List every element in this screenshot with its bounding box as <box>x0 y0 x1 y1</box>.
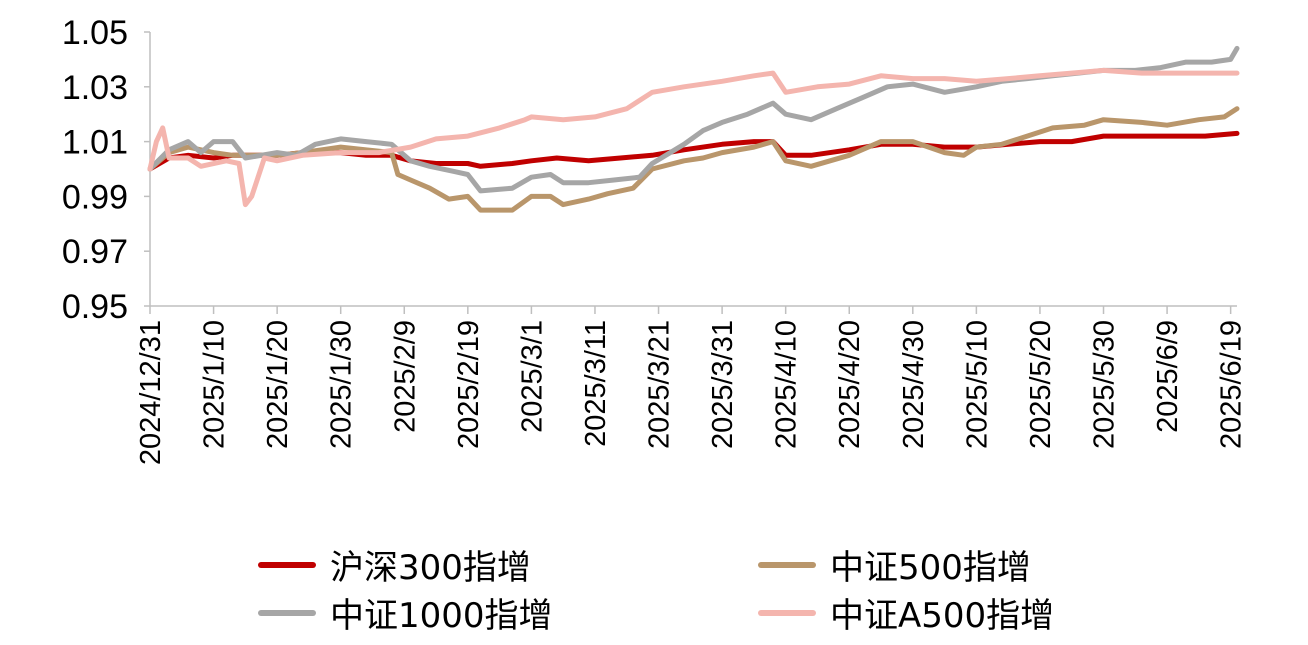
x-tick-label: 2025/5/20 <box>1025 320 1057 449</box>
x-tick-label: 2025/1/20 <box>262 320 294 449</box>
legend-swatch-hs300 <box>258 561 316 568</box>
x-tick-label: 2025/4/10 <box>771 320 803 449</box>
x-tick-label: 2025/3/11 <box>580 320 612 447</box>
legend-swatch-zz500 <box>758 561 816 568</box>
x-tick-label: 2025/3/31 <box>707 320 739 449</box>
x-tick-label: 2025/1/10 <box>199 320 231 449</box>
x-tick-label: 2025/5/30 <box>1089 320 1121 449</box>
x-tick-label: 2025/2/19 <box>453 320 485 449</box>
y-tick-label: 1.05 <box>62 14 128 52</box>
y-axis: 1.05 1.03 1.01 0.99 0.97 0.95 <box>62 14 151 326</box>
y-tick-label: 0.99 <box>62 178 128 216</box>
x-tick-label: 2025/6/9 <box>1152 320 1184 433</box>
x-tick-label: 2025/4/20 <box>834 320 866 449</box>
x-tick-label: 2024/12/31 <box>135 320 167 465</box>
legend-item-zz1000: 中证1000指增 <box>258 588 553 637</box>
legend: 沪深300指增 中证500指增 中证1000指增 中证A500指增 <box>0 530 1308 645</box>
series-line-3 <box>147 67 1240 208</box>
legend-swatch-zza500 <box>758 609 816 616</box>
plot-lines <box>147 45 1240 213</box>
x-tick-label: 2025/1/30 <box>326 320 358 449</box>
series-line-2 <box>147 45 1240 194</box>
series-line-1 <box>147 106 1240 213</box>
legend-item-zza500: 中证A500指增 <box>758 588 1054 637</box>
x-tick-label: 2025/3/21 <box>644 320 676 449</box>
x-tick-label: 2025/4/30 <box>898 320 930 449</box>
line-chart: 1.05 1.03 1.01 0.99 0.97 0.95 2024/12/31 2025/… <box>62 14 1248 465</box>
x-tick-label: 2025/3/1 <box>516 320 548 433</box>
legend-swatch-zz1000 <box>258 609 316 616</box>
y-tick-label: 1.03 <box>62 69 128 107</box>
y-tick-label: 1.01 <box>62 124 128 162</box>
legend-label-hs300: 沪深300指增 <box>330 548 531 588</box>
x-axis: 2024/12/31 2025/1/10 2025/1/20 2025/1/30 202… <box>135 305 1248 465</box>
y-tick-label: 0.97 <box>62 233 128 271</box>
x-tick-label: 2025/5/10 <box>961 320 993 449</box>
x-tick-label: 2025/2/9 <box>389 320 421 433</box>
legend-label-zz1000: 中证1000指增 <box>330 596 553 636</box>
legend-label-zz500: 中证500指增 <box>830 548 1031 588</box>
legend-item-zz500: 中证500指增 <box>758 540 1031 589</box>
legend-item-hs300: 沪深300指增 <box>258 540 531 589</box>
legend-label-zza500: 中证A500指增 <box>830 596 1055 636</box>
x-tick-label: 2025/6/19 <box>1216 320 1248 449</box>
y-tick-label: 0.95 <box>62 288 128 326</box>
